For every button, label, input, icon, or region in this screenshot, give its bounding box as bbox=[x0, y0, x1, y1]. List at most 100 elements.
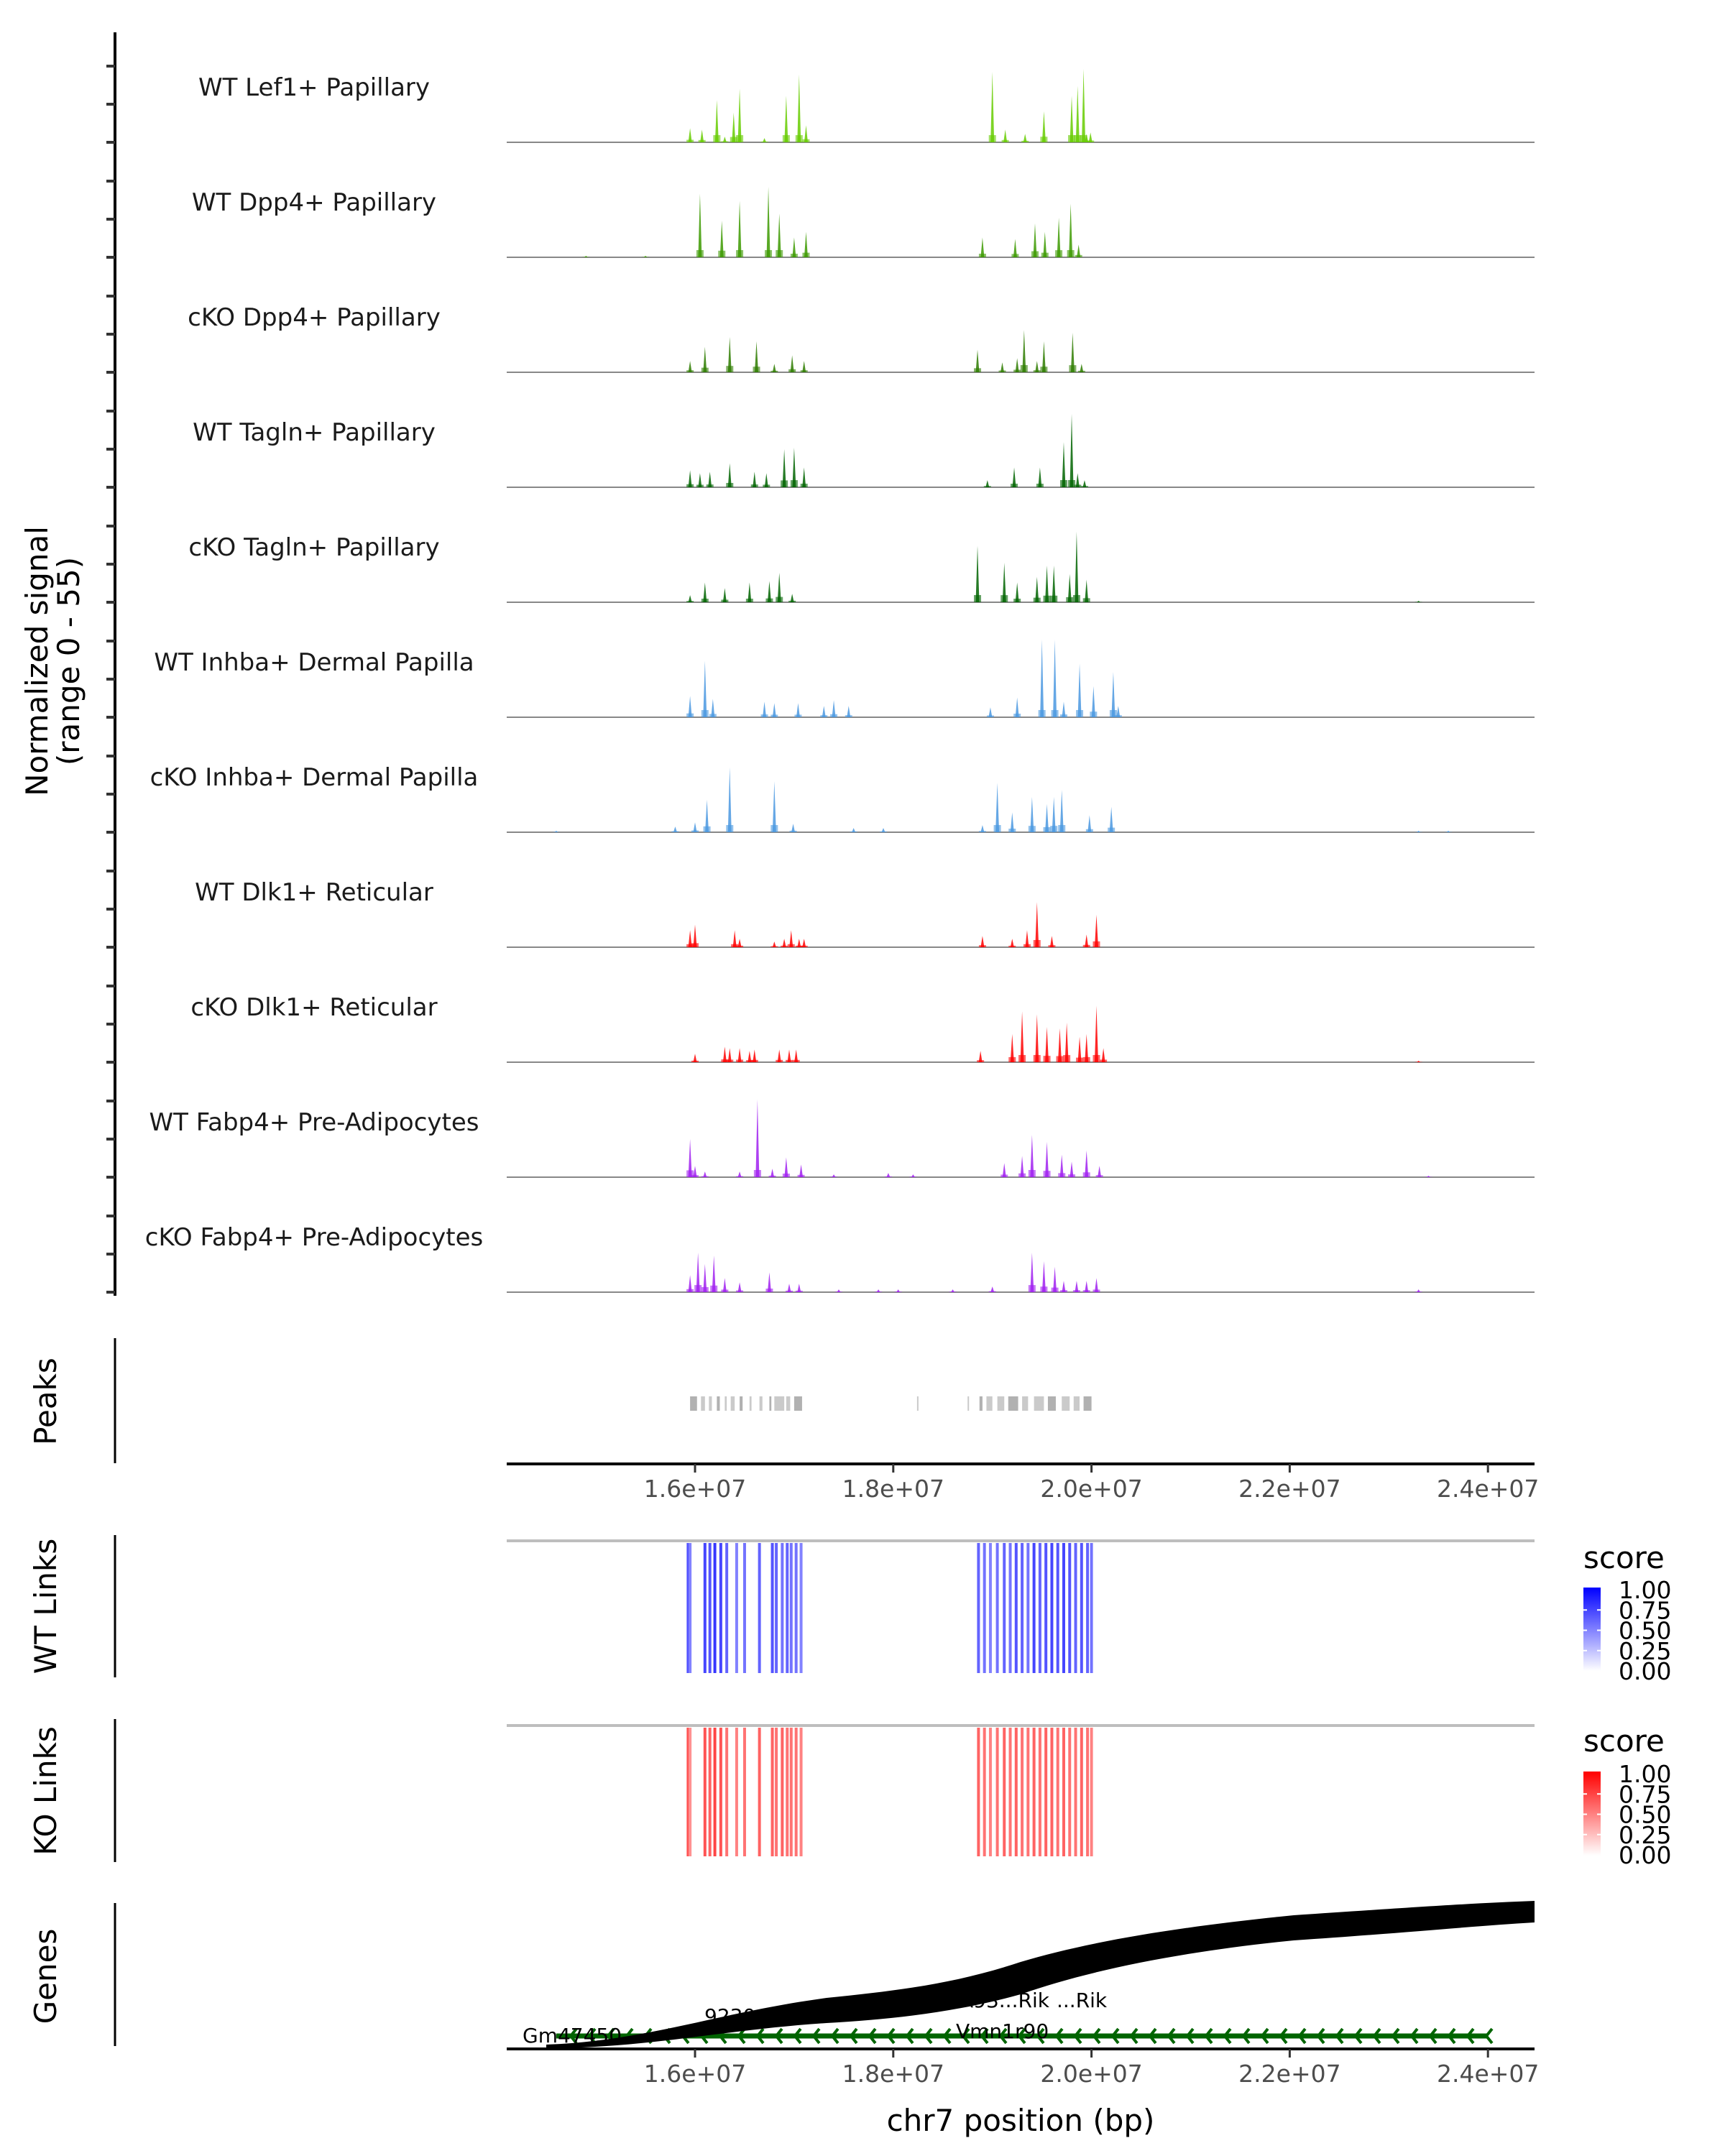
link-arc bbox=[988, 1728, 992, 1856]
coverage-peak-base bbox=[686, 484, 694, 487]
coverage-peak bbox=[1013, 239, 1017, 257]
coverage-peak bbox=[1010, 812, 1014, 832]
coverage-peak bbox=[1085, 579, 1089, 602]
coverage-peak-base bbox=[1043, 1056, 1051, 1062]
coverage-peak bbox=[777, 1049, 781, 1062]
link-arc bbox=[1021, 1543, 1024, 1673]
link-arc bbox=[1032, 1728, 1036, 1856]
coverage-peak bbox=[1052, 796, 1056, 832]
coverage-track: cKO Dpp4+ Papillary bbox=[188, 303, 1535, 373]
coverage-peak-base bbox=[800, 484, 808, 487]
coverage-track: cKO Fabp4+ Pre-Adipocytes bbox=[145, 1223, 1535, 1293]
link-arc bbox=[742, 1543, 746, 1673]
coverage-peak-base bbox=[850, 831, 857, 832]
coverage-peak-base bbox=[1082, 1172, 1090, 1177]
coverage-peak-base bbox=[765, 1289, 773, 1292]
coverage-peak bbox=[832, 700, 836, 717]
coverage-peak bbox=[1070, 96, 1074, 142]
coverage-peak bbox=[722, 1278, 727, 1292]
coverage-peak-base bbox=[1040, 367, 1048, 372]
coverage-peak bbox=[896, 1289, 901, 1292]
coverage-peak bbox=[1045, 803, 1049, 832]
coverage-peak bbox=[980, 825, 985, 832]
link-arc bbox=[1038, 1728, 1041, 1856]
coverage-peak-base bbox=[1114, 715, 1122, 717]
coverage-peak-base bbox=[974, 368, 982, 372]
peak-region bbox=[986, 1396, 993, 1411]
coverage-track-label: WT Dlk1+ Reticular bbox=[195, 878, 433, 907]
gene-label: A93...Rik bbox=[960, 1989, 1050, 2012]
coverage-peak-base bbox=[731, 944, 739, 947]
coverage-peak bbox=[722, 1046, 727, 1062]
coverage-peak bbox=[796, 703, 800, 717]
coverage-peak-base bbox=[721, 599, 729, 602]
peak-region bbox=[1034, 1396, 1044, 1411]
strand-arrow-icon bbox=[1223, 2027, 1232, 2045]
strand-arrow-icon bbox=[774, 2027, 783, 2045]
x-tick-label: 2.2e+07 bbox=[1238, 1475, 1340, 1503]
link-arc bbox=[1062, 1543, 1065, 1673]
coverage-peak bbox=[1082, 480, 1087, 487]
link-arc bbox=[775, 1728, 778, 1856]
coverage-peak-base bbox=[1028, 826, 1036, 832]
coverage-peak-base bbox=[1109, 710, 1117, 717]
coverage-peak bbox=[772, 941, 776, 947]
coverage-peak bbox=[727, 1048, 732, 1062]
coverage-peak-base bbox=[1067, 250, 1075, 257]
coverage-peak bbox=[1109, 806, 1113, 832]
coverage-peak-base bbox=[1068, 1174, 1076, 1177]
link-arc bbox=[988, 1543, 992, 1673]
coverage-peak-base bbox=[1085, 829, 1093, 832]
link-arc bbox=[1050, 1728, 1054, 1856]
coverage-peak-base bbox=[795, 135, 803, 142]
coverage-peak-base bbox=[1414, 1291, 1422, 1292]
peak-region bbox=[997, 1396, 1005, 1411]
strand-arrow-icon bbox=[1335, 2027, 1344, 2045]
coverage-peak bbox=[777, 213, 781, 257]
coverage-peak bbox=[732, 930, 737, 947]
peak-region bbox=[717, 1396, 720, 1411]
coverage-peak-base bbox=[1043, 595, 1051, 602]
coverage-peak-base bbox=[1059, 714, 1067, 717]
coverage-peak-base bbox=[686, 1170, 694, 1177]
coverage-peak-base bbox=[1074, 484, 1082, 487]
link-arc bbox=[1068, 1728, 1072, 1856]
coverage-peak bbox=[1033, 223, 1037, 257]
coverage-peak-base bbox=[736, 1059, 744, 1062]
coverage-peak bbox=[1040, 640, 1044, 717]
link-arc bbox=[775, 1543, 778, 1673]
link-arc bbox=[977, 1728, 980, 1856]
strand-arrow-icon bbox=[737, 2027, 746, 2045]
y-axis-title-line1: Normalized signal bbox=[19, 526, 55, 796]
coverage-peak bbox=[1091, 686, 1095, 717]
link-arc bbox=[794, 1728, 798, 1856]
coverage-track-label: cKO Dpp4+ Papillary bbox=[188, 303, 441, 332]
gene-label: 9230... bbox=[704, 2004, 775, 2028]
coverage-peak bbox=[770, 1169, 775, 1177]
coverage-peak-base bbox=[753, 1170, 761, 1177]
peak-region bbox=[749, 1396, 752, 1411]
coverage-peak bbox=[978, 1051, 983, 1062]
coverage-peak-base bbox=[787, 944, 795, 947]
strand-arrow-icon bbox=[1185, 2027, 1195, 2045]
coverage-peak-base bbox=[1013, 714, 1021, 717]
coverage-peak-base bbox=[750, 484, 758, 487]
coverage-peak-base bbox=[1021, 140, 1029, 142]
coverage-peak bbox=[705, 799, 709, 832]
peak-region bbox=[1062, 1396, 1070, 1411]
coverage-peak-base bbox=[1043, 1171, 1051, 1177]
link-arc bbox=[1032, 1543, 1036, 1673]
strand-arrow-icon bbox=[755, 2027, 765, 2045]
coverage-peak-base bbox=[790, 480, 798, 487]
link-arc bbox=[713, 1728, 717, 1856]
coverage-peak-base bbox=[703, 826, 711, 832]
coverage-peak bbox=[1049, 936, 1054, 947]
coverage-peak bbox=[787, 1284, 791, 1292]
coverage-peak-base bbox=[721, 1059, 729, 1062]
coverage-peak-base bbox=[1095, 1175, 1103, 1177]
coverage-peak bbox=[1080, 364, 1084, 372]
coverage-peak-base bbox=[698, 139, 706, 142]
coverage-peak bbox=[790, 355, 794, 372]
coverage-peak bbox=[711, 699, 715, 717]
peak-region bbox=[1083, 1396, 1092, 1411]
